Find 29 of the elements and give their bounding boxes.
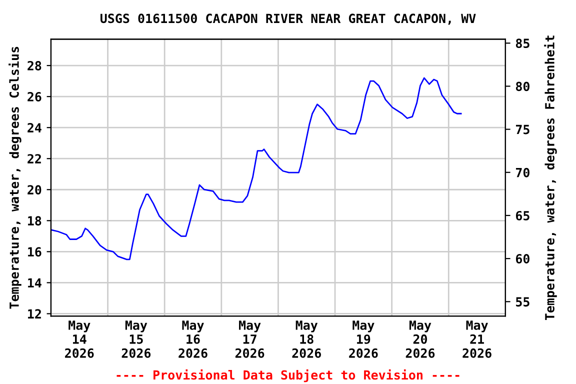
chart-title: USGS 01611500 CACAPON RIVER NEAR GREAT CACAPON, WV — [100, 14, 476, 25]
text: ---- Provisional Data Subject to Revision ---- — [116, 369, 460, 382]
y2-tick-label: 85 — [516, 38, 530, 48]
y2-tick-label: 75 — [516, 124, 530, 134]
y-tick-label: 12 — [28, 309, 41, 318]
y2-tick-label: 70 — [516, 168, 530, 178]
y-tick-label: 26 — [28, 92, 42, 102]
x-tick-label: May 17 2026 — [235, 320, 264, 358]
line-series — [50, 77, 462, 260]
y-tick-label: 20 — [28, 185, 42, 195]
y-tick-label: 14 — [28, 278, 42, 288]
y-tick-label: 22 — [28, 154, 41, 164]
y-tick-label: 16 — [28, 247, 42, 257]
x-tick-label: May 15 2026 — [122, 320, 151, 358]
y-tick-label: 18 — [28, 216, 42, 226]
y2-tick-label: 55 — [516, 297, 530, 307]
x-tick-label: May 16 2026 — [178, 320, 208, 358]
x-tick-label: May 14 2026 — [65, 320, 94, 358]
x-tick-label: May 18 2026 — [292, 320, 321, 358]
x-tick-label: May 20 2026 — [406, 320, 435, 358]
x-tick-label: May 19 2026 — [349, 320, 378, 358]
y-tick-label: 24 — [28, 123, 42, 132]
y2-axis-title: Temperature, water, degrees Fahrenheit — [544, 36, 557, 320]
x-tick-label: May 21 2026 — [462, 320, 492, 358]
y2-tick-label: 65 — [516, 210, 530, 220]
y-tick-label: 28 — [28, 61, 42, 70]
y-axis-title: Temperature, water, degrees Celsius — [8, 46, 22, 309]
y2-tick-label: 80 — [516, 82, 530, 92]
y2-tick-label: 60 — [516, 254, 530, 264]
